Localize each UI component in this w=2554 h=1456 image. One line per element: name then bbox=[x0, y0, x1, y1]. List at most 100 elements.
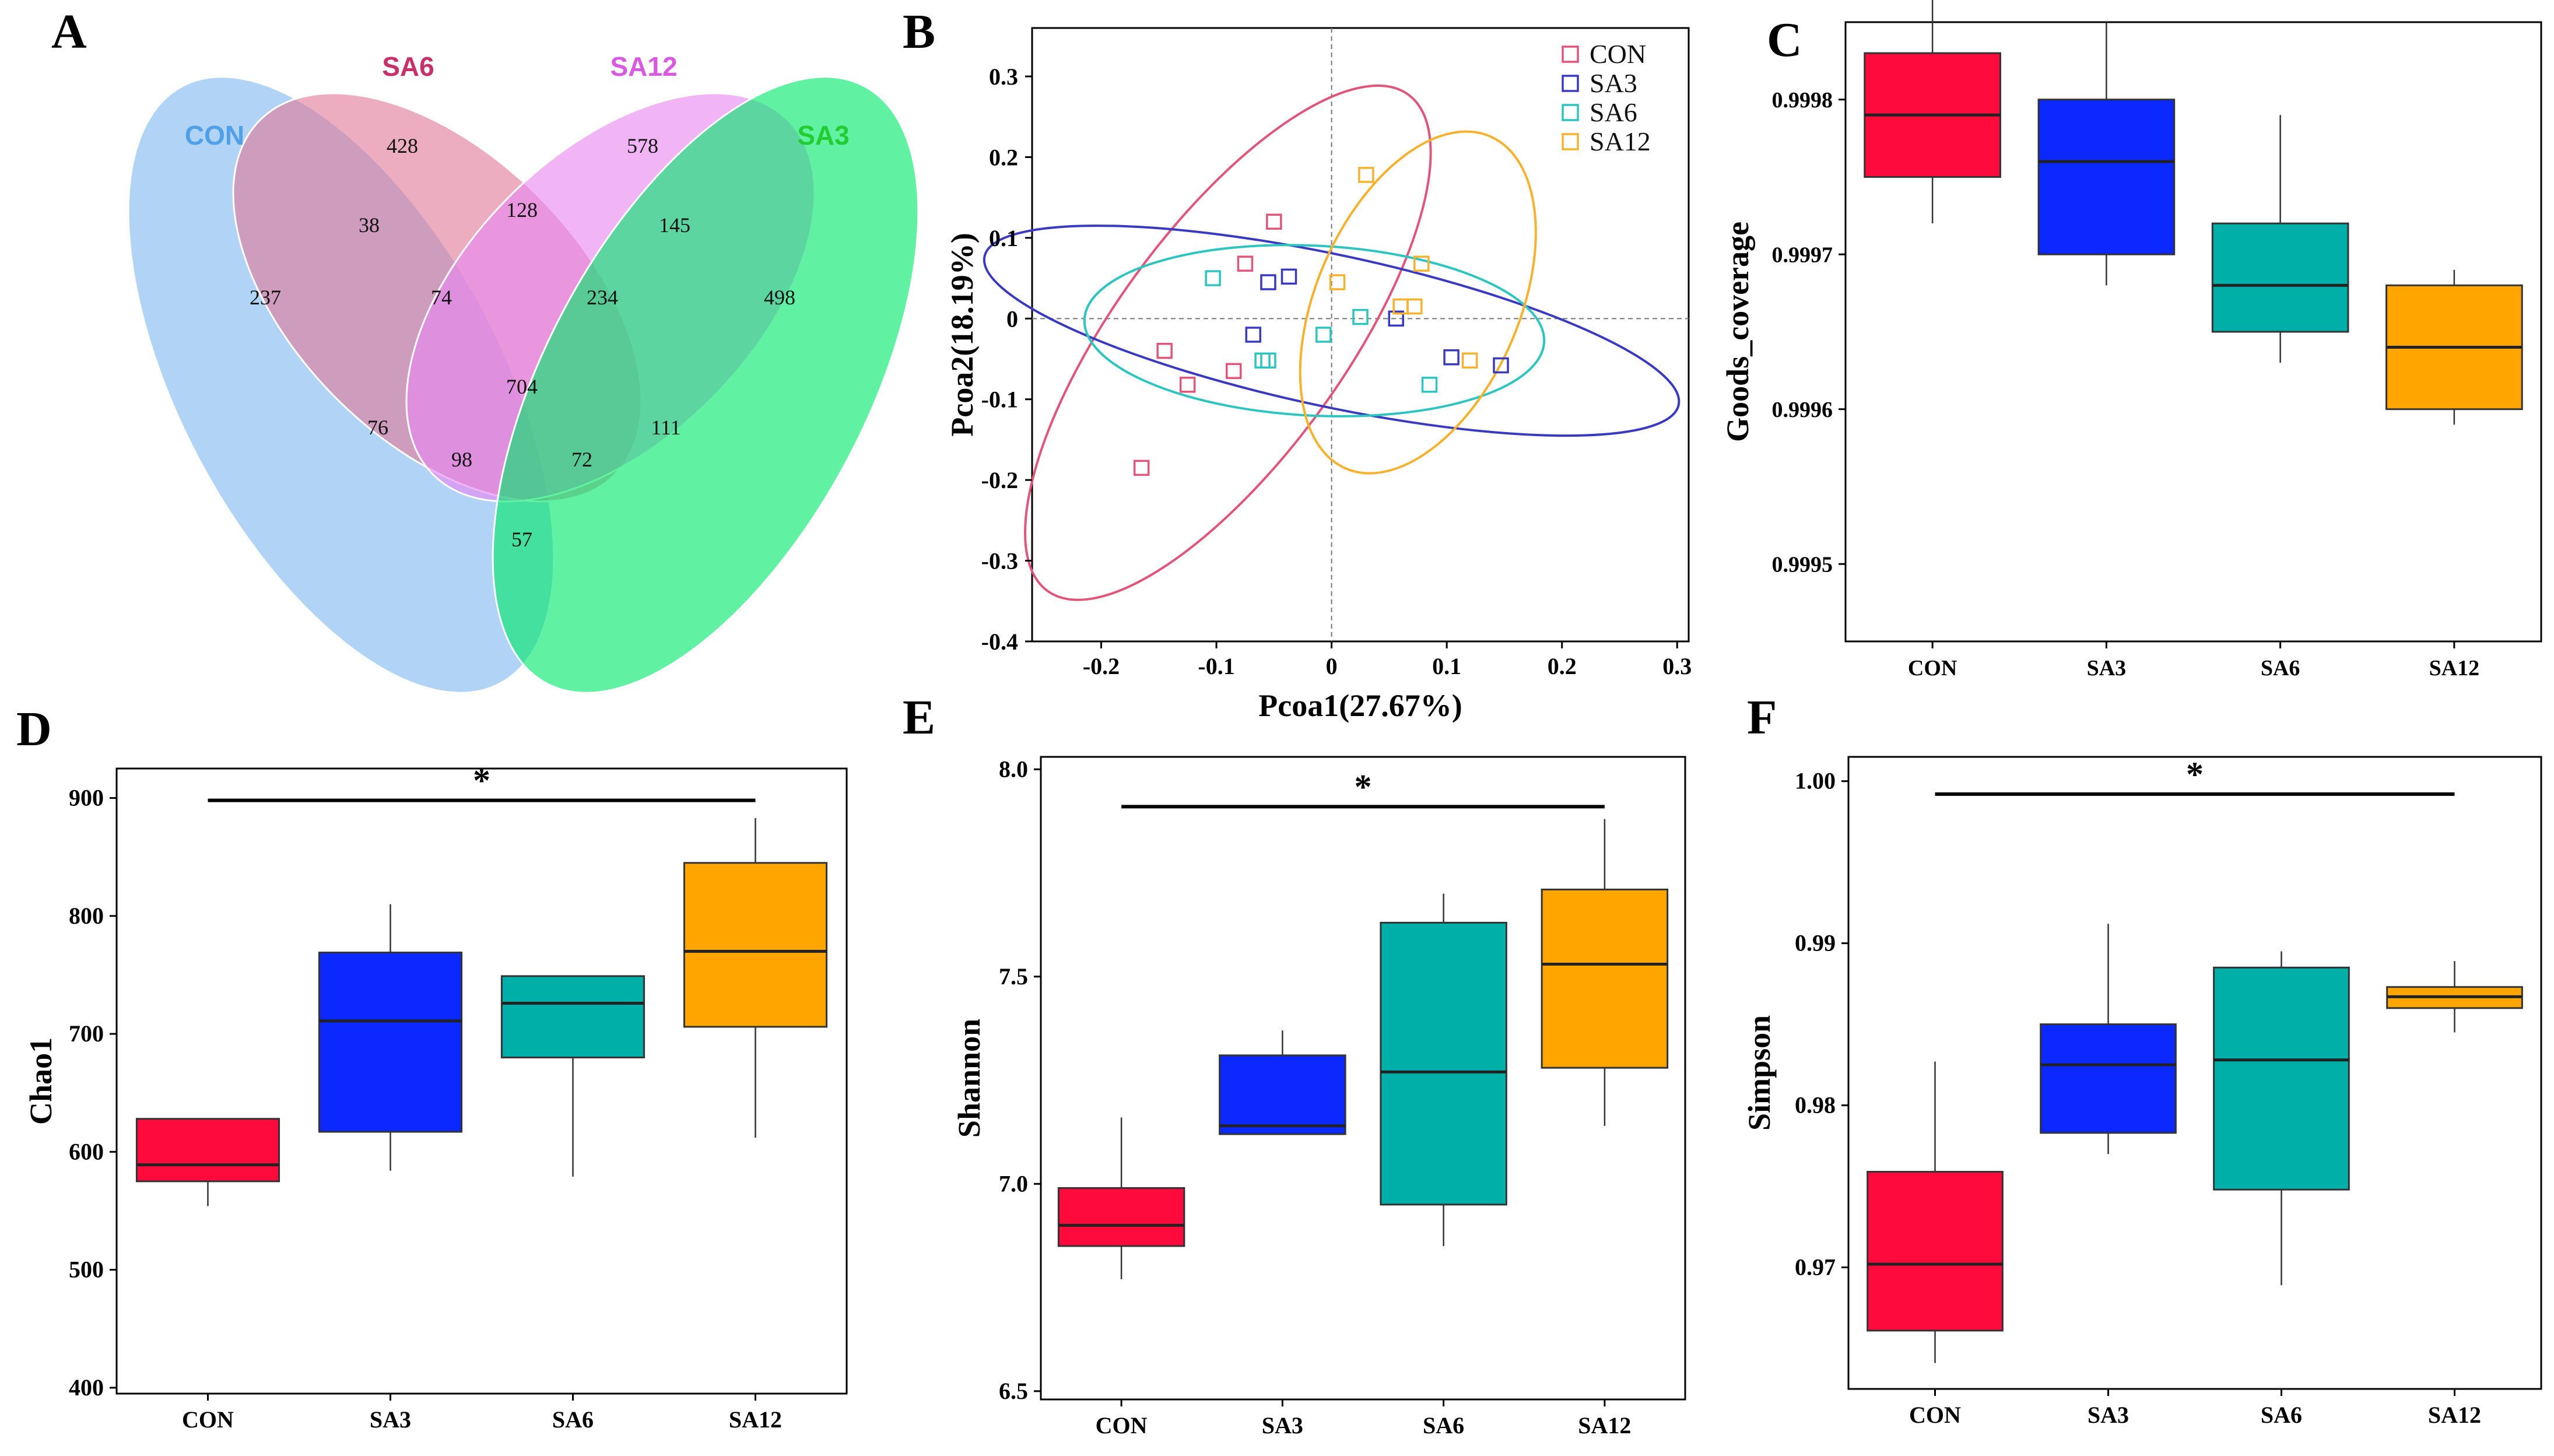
shannon-sa6-box bbox=[1380, 921, 1507, 1206]
chao1-sa6-box bbox=[500, 975, 645, 1059]
goods-coverage-x-tick-label-sa3: SA3 bbox=[2087, 656, 2127, 680]
pcoa-y-tick-label-8: -0.4 bbox=[981, 629, 1018, 655]
venn-value-sa12: 578 bbox=[627, 134, 658, 157]
pcoa-x-axis-title: Pcoa1(27.67%) bbox=[1258, 688, 1462, 723]
goods-coverage-x-tick-label-sa12: SA12 bbox=[2429, 656, 2480, 680]
goods-coverage-y-axis-title: Goods_coverage bbox=[1720, 222, 1755, 442]
venn-value-con-sa12-sa3: 98 bbox=[451, 448, 472, 471]
pcoa-x-tick-label-3: 0 bbox=[1326, 653, 1338, 679]
chao1-x-tick-label-sa6: SA6 bbox=[552, 1406, 594, 1433]
pcoa-legend-marker-con bbox=[1562, 45, 1579, 63]
simpson-x-tick-label-sa6: SA6 bbox=[2261, 1402, 2302, 1428]
chao1-y-axis-title: Chao1 bbox=[23, 1037, 58, 1125]
venn-value-con-sa6: 38 bbox=[359, 213, 380, 237]
goods-coverage-x-tick-label-con: CON bbox=[1908, 656, 1957, 680]
shannon-sa12-box bbox=[1541, 889, 1669, 1069]
goods-coverage-y-tick-label-3: 0.9997 bbox=[1772, 243, 1833, 267]
venn-set-label-sa12: SA12 bbox=[610, 51, 677, 82]
simpson-y-tick-label-4: 0.97 bbox=[1795, 1254, 1836, 1280]
chao1-y-tick-label-6: 400 bbox=[69, 1374, 104, 1401]
simpson-significance-star: * bbox=[2186, 755, 2204, 794]
pcoa-ellipse-con bbox=[1024, 84, 1432, 601]
pcoa-point-con-5 bbox=[1225, 363, 1242, 380]
chao1-y-tick-label-3: 700 bbox=[69, 1020, 104, 1047]
pcoa-ellipses bbox=[983, 84, 1681, 601]
pcoa-point-sa3-4 bbox=[1388, 310, 1404, 327]
venn-region-values: 237 428 578 498 38 128 145 74 234 704 76 111 98 72 57 bbox=[250, 134, 795, 551]
pcoa-legend-label-sa6: SA6 bbox=[1590, 97, 1637, 127]
goods-coverage-x-tick-label-sa6: SA6 bbox=[2261, 656, 2300, 680]
venn-value-sa3: 498 bbox=[764, 286, 795, 309]
pcoa-x-tick-label-2: -0.1 bbox=[1198, 653, 1234, 679]
shannon-y-tick-label-1: 8.0 bbox=[999, 756, 1028, 782]
chao1-plot-frame bbox=[115, 767, 848, 1395]
simpson-plot-frame bbox=[1847, 756, 2542, 1390]
pcoa-legend-label-sa12: SA12 bbox=[1590, 127, 1651, 156]
pcoa-x-tick-label-5: 0.2 bbox=[1548, 653, 1577, 679]
venn-value-con-sa6-sa12: 74 bbox=[431, 286, 452, 309]
shannon-y-tick-label-3: 7.0 bbox=[999, 1170, 1028, 1197]
shannon-y-tick-label-4: 6.5 bbox=[999, 1378, 1028, 1404]
panel-letter-c: C bbox=[1767, 13, 1802, 67]
pcoa-x-tick-label-4: 0.1 bbox=[1432, 653, 1461, 679]
simpson-x-tick-label-con: CON bbox=[1909, 1402, 1961, 1428]
venn-value-con-sa12: 76 bbox=[367, 416, 388, 439]
pcoa-point-sa6-6 bbox=[1421, 377, 1438, 393]
simpson-y-tick-label-1: 1.00 bbox=[1795, 768, 1836, 794]
simpson-boxplot: 1.00 0.99 0.98 0.97 CON SA3 SA6 SA12 * Simpson bbox=[1742, 755, 2542, 1428]
shannon-con-box bbox=[1057, 1187, 1185, 1247]
pcoa-legend-marker-sa12 bbox=[1562, 133, 1579, 150]
pcoa-zero-lines bbox=[1032, 28, 1689, 641]
chao1-sa12-box bbox=[683, 862, 828, 1028]
venn-value-sa6-sa12-sa3: 234 bbox=[587, 286, 618, 309]
panel-letter-e: E bbox=[903, 690, 935, 745]
shannon-x-tick-label-sa3: SA3 bbox=[1262, 1412, 1303, 1439]
pcoa-point-sa3-1 bbox=[1260, 274, 1276, 290]
venn-value-con-sa3: 57 bbox=[511, 528, 532, 551]
pcoa-point-sa6-1 bbox=[1205, 270, 1221, 286]
pcoa-point-sa6-4 bbox=[1315, 327, 1332, 343]
pcoa-ellipse-sa12 bbox=[1299, 130, 1537, 475]
chao1-y-tick-label-2: 800 bbox=[69, 903, 104, 929]
pcoa-point-sa12-5 bbox=[1413, 255, 1430, 272]
pcoa-point-sa6-2 bbox=[1254, 352, 1271, 369]
venn-value-sa12-sa3: 145 bbox=[659, 213, 690, 237]
simpson-x-tick-label-sa3: SA3 bbox=[2088, 1402, 2129, 1428]
venn-set-label-sa3: SA3 bbox=[797, 120, 849, 150]
pcoa-y-tick-label-6: -0.2 bbox=[981, 467, 1018, 493]
pcoa-points bbox=[1133, 167, 1509, 476]
pcoa-plot-frame bbox=[1031, 27, 1690, 643]
chao1-significance-star: * bbox=[473, 762, 490, 800]
panel-letter-f: F bbox=[1747, 690, 1777, 745]
pcoa-y-tick-label-7: -0.3 bbox=[981, 548, 1018, 574]
shannon-plot-frame bbox=[1040, 756, 1686, 1401]
pcoa-y-tick-label-4: 0 bbox=[1006, 306, 1018, 332]
pcoa-point-sa3-6 bbox=[1493, 357, 1509, 374]
venn-ellipse-sa3 bbox=[492, 76, 920, 694]
goods-coverage-plot-frame bbox=[1844, 21, 2542, 643]
pcoa-y-tick-label-5: -0.1 bbox=[981, 387, 1018, 413]
shannon-y-axis-title: Shannon bbox=[952, 1019, 987, 1138]
simpson-x-tick-label-sa12: SA12 bbox=[2428, 1402, 2481, 1428]
chao1-y-tick-label-5: 500 bbox=[69, 1257, 104, 1283]
goods-coverage-sa6-box bbox=[2211, 222, 2349, 333]
pcoa-x-tick-label-1: -0.2 bbox=[1083, 653, 1120, 679]
panel-letter-d: D bbox=[16, 702, 52, 756]
simpson-y-tick-label-2: 0.99 bbox=[1795, 930, 1836, 956]
venn-set-label-sa6: SA6 bbox=[382, 51, 434, 82]
goods-coverage-sa3-box bbox=[2037, 99, 2176, 255]
pcoa-y-ticks: 0.3 0.2 0.1 0 -0.1 -0.2 -0.3 -0.4 bbox=[981, 64, 1032, 655]
shannon-significance-star: * bbox=[1355, 767, 1372, 806]
pcoa-legend-marker-sa3 bbox=[1562, 75, 1579, 92]
pcoa-y-axis-title: Pcoa2(18.19%) bbox=[945, 233, 980, 436]
pcoa-y-tick-label-3: 0.1 bbox=[989, 225, 1018, 251]
simpson-con-box bbox=[1867, 1171, 2004, 1332]
simpson-y-tick-label-3: 0.98 bbox=[1795, 1092, 1836, 1118]
pcoa-legend-label-con: CON bbox=[1590, 39, 1646, 69]
pcoa-point-con-4 bbox=[1179, 377, 1196, 393]
venn-value-sa6: 428 bbox=[387, 134, 418, 157]
goods-coverage-y-tick-label-1: 0.9995 bbox=[1772, 552, 1833, 577]
goods-coverage-y-tick-label-4: 0.9998 bbox=[1772, 88, 1833, 113]
panel-letter-b: B bbox=[903, 5, 935, 59]
